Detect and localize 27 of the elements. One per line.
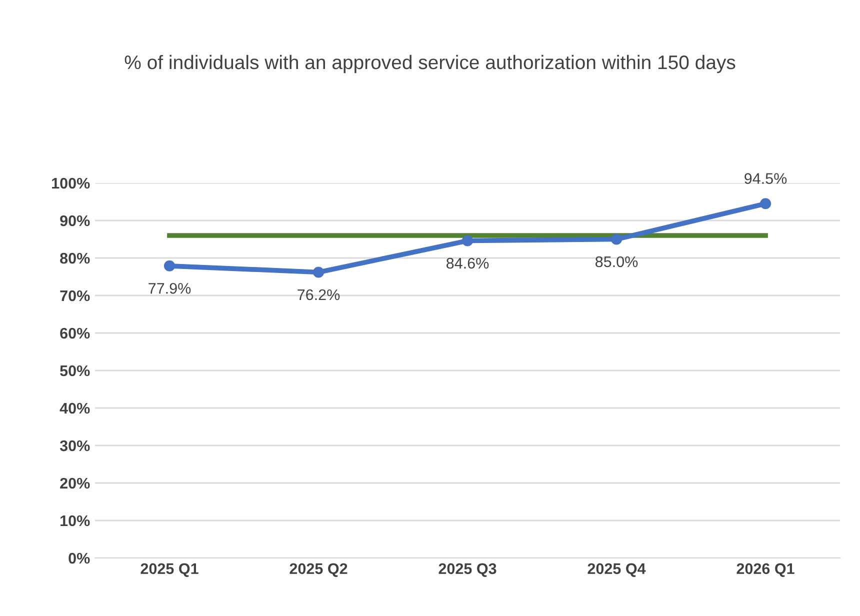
y-tick-label: 50% [60,365,90,376]
y-tick-label: 20% [60,478,90,489]
y-tick-label: 80% [60,252,90,264]
y-tick-label: 70% [60,290,90,302]
data-label: 84.6% [446,258,489,269]
y-tick-label: 40% [60,402,90,414]
x-tick-label: 2025 Q3 [438,563,496,577]
y-tick-label: 90% [60,215,90,226]
point [164,260,176,272]
y-tick-label: 10% [60,515,90,526]
x-tick-label: 2025 Q2 [290,563,348,577]
point [760,198,772,210]
point [610,234,622,245]
y-tick-label: 0% [68,552,90,564]
x-tick-label: 2026 Q1 [736,563,794,577]
y-tick-label: 100% [52,178,90,189]
chart-title: % of individuals with an approved service authorization within 150 days [124,54,736,74]
data-label: 94.5% [744,173,787,184]
data-label: 76.2% [298,289,340,300]
point [312,266,324,278]
y-tick-label: 30% [60,440,90,452]
y-tick-label: 60% [60,328,90,339]
x-tick-label: 2025 Q4 [588,563,646,577]
data-label: 77.9% [148,282,191,294]
x-tick-label: 2025 Q1 [140,563,198,577]
point [462,235,474,246]
data-label: 85.0% [596,256,638,268]
